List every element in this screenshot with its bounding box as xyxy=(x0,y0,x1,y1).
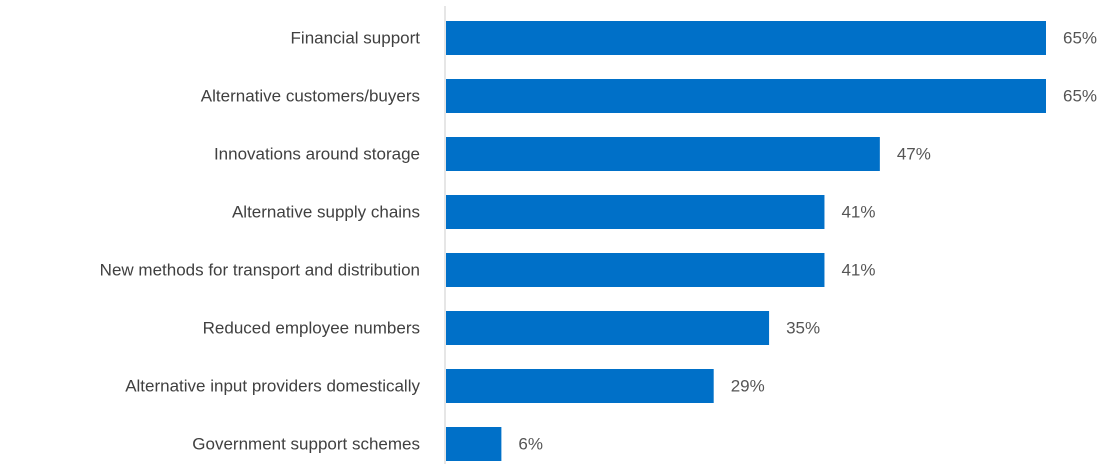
value-label: 41% xyxy=(841,261,875,280)
value-label: 41% xyxy=(841,203,875,222)
category-label: Alternative input providers domestically xyxy=(125,377,420,396)
bar xyxy=(446,21,1046,55)
category-label: Alternative customers/buyers xyxy=(201,87,420,106)
bar xyxy=(446,137,880,171)
value-label: 65% xyxy=(1063,87,1097,106)
bar xyxy=(446,79,1046,113)
value-label: 47% xyxy=(897,145,931,164)
category-label: New methods for transport and distributi… xyxy=(100,261,420,280)
bar xyxy=(446,369,714,403)
bar xyxy=(446,427,502,461)
category-label: Government support schemes xyxy=(192,435,420,454)
category-label: Reduced employee numbers xyxy=(203,319,420,338)
value-labels: 65% 65% 47% 41% 41% 35% 29% 6% xyxy=(518,29,1097,454)
bar xyxy=(446,311,770,345)
value-label: 65% xyxy=(1063,29,1097,48)
category-label: Innovations around storage xyxy=(214,145,420,164)
bar xyxy=(446,253,825,287)
category-labels: Financial support Alternative customers/b… xyxy=(100,29,421,454)
value-label: 35% xyxy=(786,319,820,338)
value-label: 6% xyxy=(518,435,543,454)
category-label: Financial support xyxy=(291,29,421,48)
value-label: 29% xyxy=(731,377,765,396)
category-label: Alternative supply chains xyxy=(232,203,420,222)
bars-layer xyxy=(446,21,1046,461)
bar xyxy=(446,195,825,229)
